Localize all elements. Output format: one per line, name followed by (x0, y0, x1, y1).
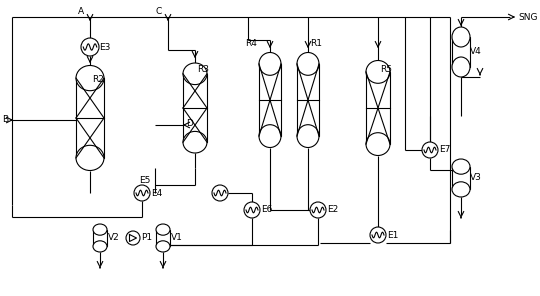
Circle shape (134, 185, 150, 201)
Bar (452, 167, 470, 189)
Text: R5: R5 (380, 65, 392, 74)
Circle shape (370, 227, 386, 243)
Ellipse shape (366, 60, 390, 83)
Text: E4: E4 (151, 189, 162, 197)
Bar (297, 64, 319, 136)
Ellipse shape (366, 133, 390, 155)
Bar (183, 74, 207, 142)
Ellipse shape (297, 52, 319, 75)
Ellipse shape (259, 125, 281, 147)
Ellipse shape (297, 125, 319, 147)
Text: P1: P1 (141, 234, 152, 242)
Ellipse shape (93, 224, 107, 235)
Text: C: C (156, 7, 162, 16)
Text: E1: E1 (387, 231, 399, 239)
Text: V4: V4 (470, 47, 482, 57)
Ellipse shape (183, 63, 207, 85)
Bar (76, 78, 104, 158)
Ellipse shape (259, 52, 281, 75)
Text: R2: R2 (92, 75, 104, 84)
Circle shape (422, 142, 438, 158)
Circle shape (81, 38, 99, 56)
Text: E5: E5 (139, 176, 150, 185)
Text: V1: V1 (171, 234, 183, 242)
Bar (259, 64, 281, 136)
Text: B: B (2, 115, 8, 125)
Bar (452, 37, 470, 67)
Circle shape (126, 231, 140, 245)
Ellipse shape (93, 241, 107, 252)
Text: E2: E2 (327, 205, 338, 215)
Text: E7: E7 (439, 146, 450, 155)
Bar (156, 230, 170, 246)
Text: A: A (78, 7, 84, 16)
Text: V2: V2 (108, 234, 120, 242)
Ellipse shape (452, 57, 470, 77)
Text: SNG: SNG (518, 12, 537, 22)
Text: E6: E6 (261, 205, 272, 215)
Ellipse shape (76, 65, 104, 91)
Ellipse shape (452, 159, 470, 174)
Text: R3: R3 (197, 65, 209, 74)
Text: D: D (186, 118, 193, 128)
Ellipse shape (452, 182, 470, 197)
Ellipse shape (156, 241, 170, 252)
Bar (93, 230, 107, 246)
Text: E3: E3 (99, 43, 110, 52)
Ellipse shape (452, 27, 470, 47)
Text: R4: R4 (245, 39, 257, 48)
Text: R1: R1 (310, 39, 322, 48)
Ellipse shape (183, 131, 207, 153)
Ellipse shape (156, 224, 170, 235)
Circle shape (212, 185, 228, 201)
Bar (366, 72, 390, 144)
Ellipse shape (76, 145, 104, 170)
Circle shape (310, 202, 326, 218)
Text: V3: V3 (470, 173, 482, 183)
Circle shape (244, 202, 260, 218)
